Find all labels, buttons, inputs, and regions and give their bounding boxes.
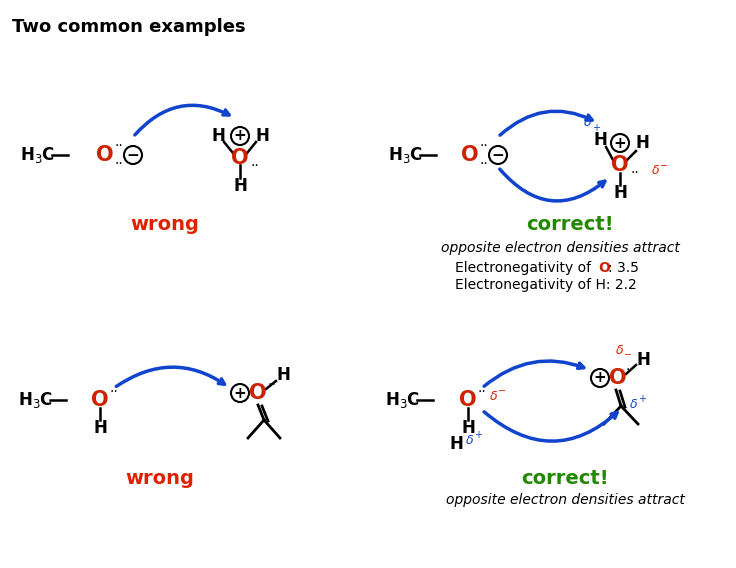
Text: wrong: wrong (126, 469, 194, 487)
Text: −: − (624, 350, 632, 360)
Text: : 3.5: : 3.5 (608, 261, 639, 275)
Text: +: + (474, 430, 482, 440)
Circle shape (231, 384, 249, 402)
Text: O: O (461, 145, 479, 165)
Text: +: + (614, 136, 626, 151)
Text: ··: ·· (626, 363, 634, 377)
Text: +: + (233, 128, 247, 144)
Text: H: H (276, 366, 290, 384)
Text: δ: δ (490, 390, 498, 403)
Text: O: O (609, 368, 627, 388)
Text: ··: ·· (268, 378, 277, 392)
Text: +: + (592, 123, 600, 133)
Text: ··: ·· (480, 139, 489, 153)
Text: H: H (636, 351, 650, 369)
Text: δ: δ (584, 116, 592, 130)
Circle shape (124, 146, 142, 164)
Text: δ: δ (652, 165, 659, 177)
Text: ··: ·· (115, 157, 124, 171)
Text: O: O (250, 383, 267, 403)
Text: +: + (594, 370, 606, 386)
Text: δ: δ (630, 398, 638, 411)
Text: correct!: correct! (521, 469, 609, 487)
Text: +: + (638, 394, 646, 404)
Text: H: H (211, 127, 225, 145)
Circle shape (489, 146, 507, 164)
Text: ··: ·· (110, 385, 118, 399)
Text: H: H (93, 419, 107, 437)
Text: O: O (459, 390, 477, 410)
Text: ··: ·· (251, 159, 259, 173)
Text: −: − (127, 148, 139, 162)
Text: H: H (449, 435, 463, 453)
Text: H: H (635, 134, 649, 152)
Text: opposite electron densities attract: opposite electron densities attract (441, 241, 679, 255)
Text: δ: δ (466, 433, 474, 446)
Text: H: H (233, 177, 247, 195)
Text: ··: ·· (478, 385, 486, 399)
Text: Two common examples: Two common examples (12, 18, 246, 36)
Circle shape (591, 369, 609, 387)
Text: Electronegativity of: Electronegativity of (455, 261, 595, 275)
Text: ··: ·· (115, 139, 124, 153)
Text: O: O (598, 261, 610, 275)
Text: H$_3$C: H$_3$C (385, 390, 420, 410)
Text: H$_3$C: H$_3$C (18, 390, 53, 410)
Circle shape (611, 134, 629, 152)
Text: O: O (231, 148, 249, 168)
Text: Electronegativity of H: 2.2: Electronegativity of H: 2.2 (455, 278, 637, 292)
Text: wrong: wrong (130, 215, 199, 235)
Text: opposite electron densities attract: opposite electron densities attract (445, 493, 684, 507)
Text: −: − (492, 148, 504, 162)
Text: −: − (498, 386, 506, 396)
Text: ··: ·· (480, 157, 489, 171)
Text: H: H (461, 419, 475, 437)
Text: H: H (255, 127, 269, 145)
Text: δ: δ (616, 344, 624, 357)
Text: O: O (96, 145, 114, 165)
Text: H: H (593, 131, 607, 149)
Text: −: − (660, 161, 668, 171)
Text: ··: ·· (631, 166, 640, 180)
Text: H$_3$C: H$_3$C (20, 145, 55, 165)
Text: H: H (613, 184, 627, 202)
Text: correct!: correct! (526, 215, 614, 235)
Text: H$_3$C: H$_3$C (388, 145, 423, 165)
Text: O: O (91, 390, 109, 410)
Text: +: + (233, 386, 247, 400)
Circle shape (231, 127, 249, 145)
Text: O: O (611, 155, 629, 175)
